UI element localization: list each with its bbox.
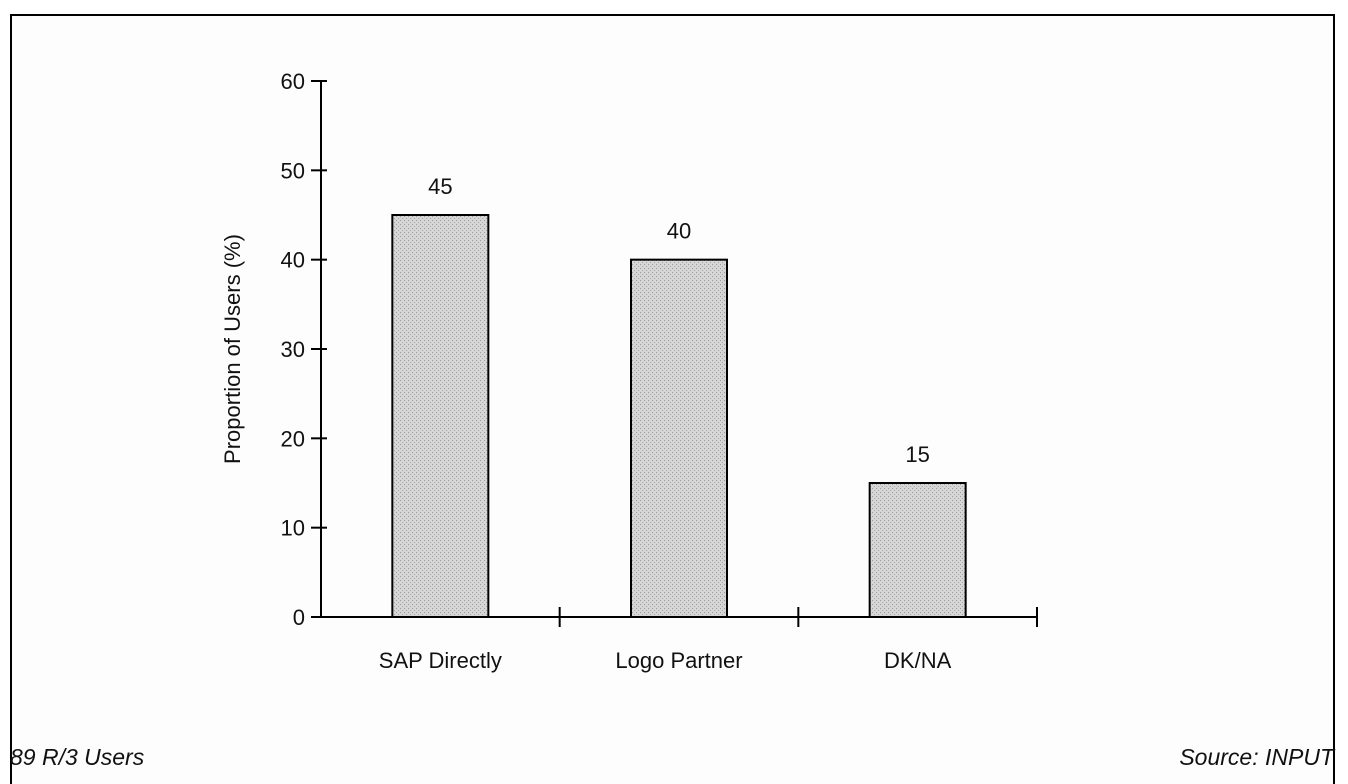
- y-tick-label: 10: [281, 516, 305, 541]
- y-tick-label: 20: [281, 426, 305, 451]
- bar-logo-partner: [630, 258, 728, 618]
- x-tick-label: DK/NA: [884, 648, 952, 673]
- data-label: 45: [428, 174, 452, 199]
- y-tick-label: 60: [281, 69, 305, 94]
- data-label: 40: [667, 219, 691, 244]
- y-tick-label: 50: [281, 158, 305, 183]
- bar-sap-directly: [391, 214, 490, 618]
- data-label: 15: [905, 442, 929, 467]
- x-tick-label: Logo Partner: [615, 648, 742, 673]
- bar-dk-na: [868, 482, 967, 618]
- y-tick-label: 40: [281, 248, 305, 273]
- y-axis-label: Proportion of Users (%): [220, 234, 245, 464]
- bars: [391, 214, 967, 618]
- y-tick-label: 0: [293, 605, 305, 630]
- sample-note: 89 R/3 Users: [10, 744, 145, 770]
- x-tick-label: SAP Directly: [379, 648, 502, 673]
- labels: 0 10 20 30 40 50 60 45 SAP Directly 40 Logo Partne…: [281, 69, 952, 673]
- source-note: Source: INPUT: [1179, 744, 1334, 770]
- y-tick-label: 30: [281, 337, 305, 362]
